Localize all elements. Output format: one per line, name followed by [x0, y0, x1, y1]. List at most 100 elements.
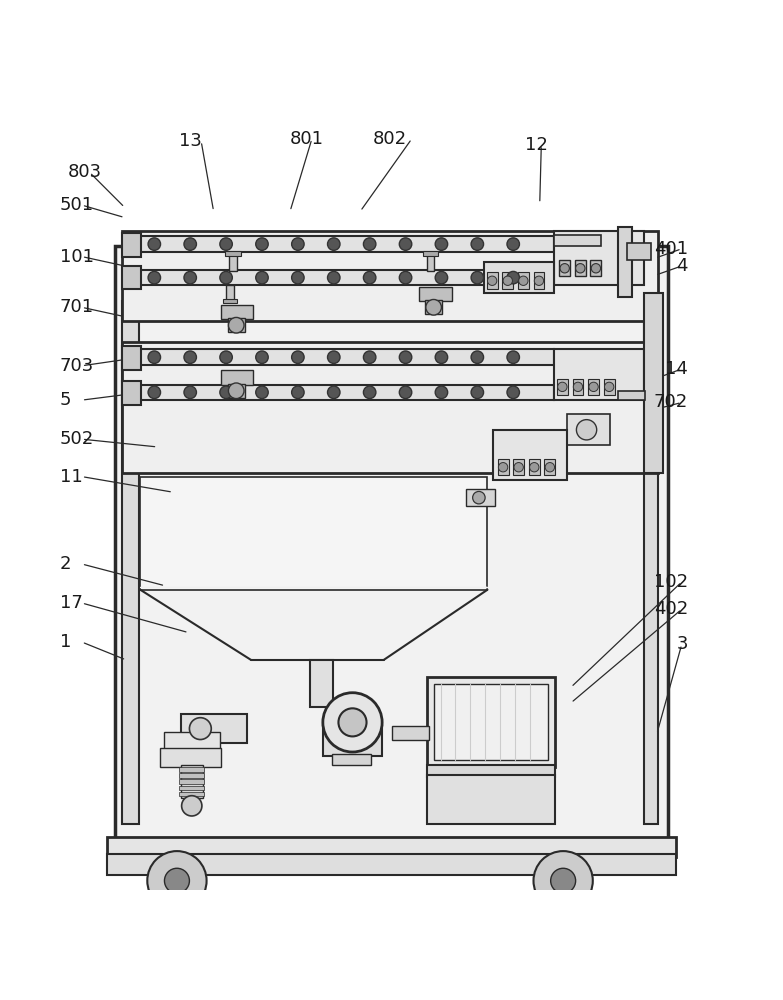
Circle shape	[471, 351, 484, 363]
Circle shape	[550, 868, 576, 893]
Bar	[427, 765, 555, 777]
Text: 3: 3	[677, 635, 688, 653]
Bar	[544, 459, 555, 475]
Bar	[179, 767, 204, 772]
Text: 802: 802	[373, 130, 407, 148]
Circle shape	[589, 382, 598, 392]
Text: 2: 2	[60, 555, 71, 573]
Text: 702: 702	[654, 393, 688, 411]
Bar	[122, 266, 141, 289]
Bar	[484, 262, 554, 293]
Circle shape	[220, 238, 233, 250]
Circle shape	[518, 276, 528, 285]
Bar	[223, 299, 237, 303]
Bar	[140, 270, 554, 285]
Bar	[122, 342, 658, 473]
Text: 5: 5	[60, 391, 71, 409]
Bar	[226, 251, 241, 256]
Circle shape	[327, 351, 340, 363]
Bar	[518, 272, 529, 289]
Circle shape	[363, 351, 376, 363]
Bar	[644, 293, 663, 473]
Circle shape	[507, 271, 519, 284]
Bar	[590, 260, 601, 276]
Circle shape	[363, 271, 376, 284]
Bar	[427, 254, 435, 271]
Circle shape	[229, 383, 244, 399]
Bar	[106, 837, 677, 857]
Circle shape	[256, 386, 269, 399]
Bar	[122, 231, 658, 321]
Text: 14: 14	[665, 360, 688, 378]
Bar	[487, 272, 498, 289]
Bar	[179, 779, 204, 784]
Circle shape	[399, 238, 412, 250]
Circle shape	[338, 708, 366, 736]
Bar	[140, 349, 554, 365]
Circle shape	[147, 851, 207, 910]
Bar	[392, 726, 429, 740]
Circle shape	[184, 238, 197, 250]
Bar	[554, 349, 644, 400]
Circle shape	[435, 238, 448, 250]
Bar	[179, 773, 204, 778]
Bar	[229, 254, 237, 271]
Bar	[122, 381, 141, 405]
Circle shape	[488, 276, 497, 285]
Circle shape	[473, 491, 485, 504]
Circle shape	[148, 238, 161, 250]
Text: 102: 102	[654, 573, 688, 591]
Circle shape	[576, 420, 597, 440]
Bar	[572, 379, 583, 395]
Circle shape	[435, 271, 448, 284]
Text: 703: 703	[60, 357, 94, 375]
Circle shape	[148, 271, 161, 284]
Circle shape	[363, 386, 376, 399]
Bar	[179, 792, 204, 796]
Circle shape	[189, 718, 211, 740]
Circle shape	[471, 271, 484, 284]
Circle shape	[256, 238, 269, 250]
Bar	[309, 660, 333, 707]
Circle shape	[220, 386, 233, 399]
Bar	[122, 301, 139, 824]
Bar	[502, 272, 513, 289]
Bar	[140, 385, 554, 400]
Circle shape	[148, 386, 161, 399]
Circle shape	[184, 271, 197, 284]
Text: 17: 17	[60, 594, 83, 612]
Circle shape	[327, 271, 340, 284]
Bar	[588, 379, 599, 395]
Bar	[618, 391, 645, 400]
Bar	[513, 459, 524, 475]
Bar	[222, 305, 253, 319]
Bar	[604, 379, 615, 395]
Text: 4: 4	[677, 257, 688, 275]
Bar	[427, 775, 555, 824]
Bar	[498, 459, 508, 475]
Circle shape	[291, 386, 304, 399]
Bar	[554, 235, 601, 246]
Circle shape	[184, 386, 197, 399]
Bar	[557, 379, 568, 395]
Bar	[644, 301, 658, 824]
Bar	[567, 414, 610, 445]
Circle shape	[184, 351, 197, 363]
Text: 101: 101	[60, 248, 94, 266]
Circle shape	[507, 351, 519, 363]
Circle shape	[507, 386, 519, 399]
Circle shape	[471, 238, 484, 250]
Bar	[427, 677, 555, 767]
Bar	[228, 384, 245, 398]
Bar	[533, 272, 544, 289]
Bar	[627, 243, 651, 260]
Circle shape	[291, 271, 304, 284]
Bar	[435, 684, 547, 760]
Bar	[114, 246, 669, 839]
Bar	[179, 786, 204, 790]
Circle shape	[529, 463, 539, 472]
Circle shape	[534, 276, 543, 285]
Bar	[529, 459, 539, 475]
Circle shape	[291, 351, 304, 363]
Circle shape	[229, 317, 244, 333]
